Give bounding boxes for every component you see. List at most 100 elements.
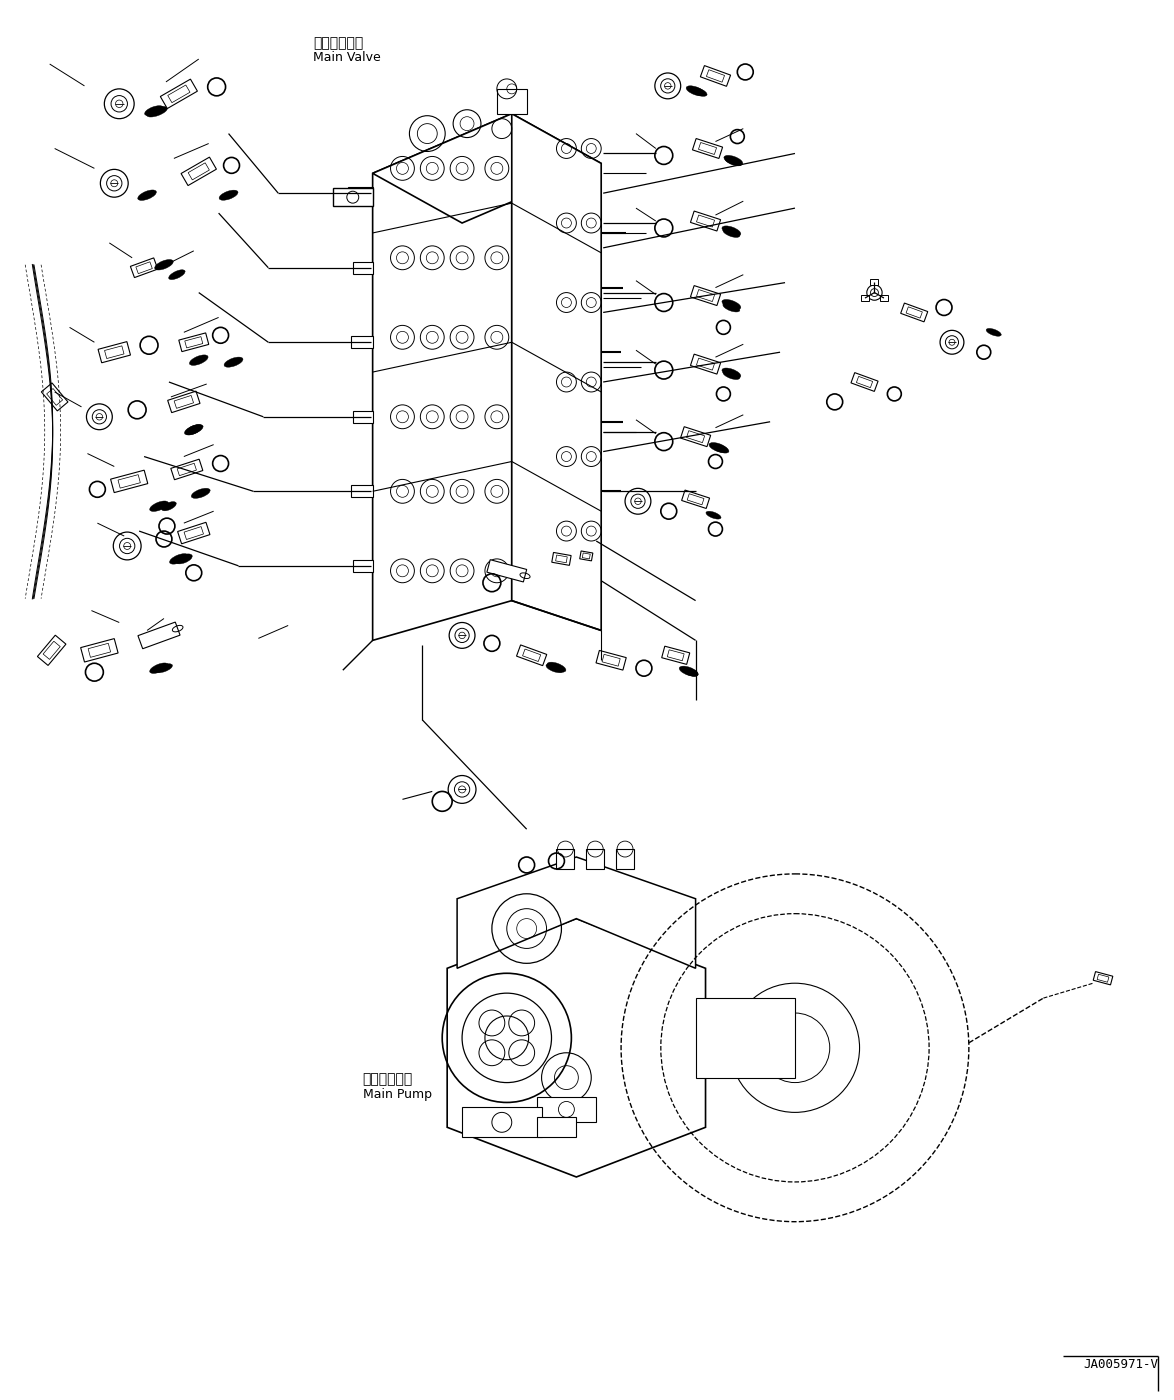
Ellipse shape	[162, 501, 176, 511]
Ellipse shape	[706, 511, 721, 519]
Polygon shape	[447, 918, 706, 1177]
Polygon shape	[555, 554, 567, 563]
Bar	[861, 295, 869, 301]
Ellipse shape	[711, 444, 729, 454]
Polygon shape	[88, 643, 110, 658]
Ellipse shape	[137, 190, 156, 200]
Ellipse shape	[723, 371, 740, 379]
Polygon shape	[900, 302, 927, 322]
Ellipse shape	[189, 356, 208, 365]
Ellipse shape	[175, 554, 193, 564]
Ellipse shape	[144, 105, 163, 116]
Polygon shape	[681, 427, 710, 447]
Ellipse shape	[169, 553, 188, 564]
Polygon shape	[602, 654, 620, 666]
Polygon shape	[184, 526, 203, 539]
Polygon shape	[168, 391, 200, 413]
Ellipse shape	[546, 664, 564, 672]
Polygon shape	[512, 113, 601, 630]
Bar	[586, 848, 605, 869]
Polygon shape	[43, 641, 60, 659]
Polygon shape	[181, 157, 216, 186]
Ellipse shape	[147, 106, 168, 118]
Polygon shape	[707, 70, 724, 83]
Ellipse shape	[149, 501, 168, 511]
Text: Main Pump: Main Pump	[363, 1088, 432, 1100]
Polygon shape	[137, 622, 180, 648]
Polygon shape	[372, 113, 601, 223]
Polygon shape	[690, 211, 721, 231]
Ellipse shape	[191, 489, 210, 498]
Polygon shape	[104, 346, 124, 358]
Bar	[696, 998, 795, 1078]
Polygon shape	[667, 650, 684, 661]
Ellipse shape	[185, 424, 202, 435]
Ellipse shape	[722, 300, 741, 309]
Polygon shape	[47, 389, 62, 406]
Bar	[352, 262, 372, 273]
Polygon shape	[856, 377, 872, 388]
Polygon shape	[41, 384, 68, 412]
Ellipse shape	[224, 357, 243, 367]
Polygon shape	[99, 342, 130, 363]
Polygon shape	[851, 372, 878, 392]
Text: メインポンプ: メインポンプ	[363, 1072, 413, 1086]
Polygon shape	[906, 307, 923, 318]
Bar	[616, 848, 634, 869]
Polygon shape	[110, 470, 148, 493]
Text: Main Valve: Main Valve	[313, 52, 380, 64]
Bar	[556, 848, 574, 869]
Bar	[351, 486, 372, 497]
Ellipse shape	[986, 329, 1001, 336]
Ellipse shape	[690, 87, 707, 97]
Bar	[333, 188, 372, 206]
Ellipse shape	[547, 662, 566, 672]
Polygon shape	[701, 66, 730, 87]
Ellipse shape	[722, 368, 741, 378]
Polygon shape	[177, 522, 210, 543]
Polygon shape	[81, 638, 119, 662]
Polygon shape	[178, 333, 209, 351]
Bar	[352, 560, 372, 571]
Ellipse shape	[184, 424, 203, 435]
Bar	[352, 410, 372, 423]
Bar	[537, 1117, 576, 1137]
Polygon shape	[184, 336, 203, 347]
Polygon shape	[662, 647, 690, 665]
Polygon shape	[1093, 972, 1113, 984]
Bar	[348, 188, 372, 199]
Ellipse shape	[169, 270, 185, 280]
Polygon shape	[119, 475, 141, 489]
Polygon shape	[687, 431, 704, 442]
Polygon shape	[177, 463, 196, 476]
Polygon shape	[522, 650, 541, 661]
Ellipse shape	[723, 302, 740, 312]
Ellipse shape	[686, 85, 706, 97]
Ellipse shape	[722, 225, 741, 237]
Polygon shape	[487, 560, 527, 582]
Polygon shape	[517, 645, 547, 665]
Ellipse shape	[723, 228, 740, 238]
Polygon shape	[168, 85, 190, 102]
Polygon shape	[580, 552, 593, 561]
Polygon shape	[174, 395, 194, 409]
Polygon shape	[582, 553, 591, 559]
Bar	[463, 1107, 541, 1137]
Ellipse shape	[680, 666, 699, 676]
Polygon shape	[696, 290, 715, 301]
Ellipse shape	[724, 155, 743, 165]
Bar	[870, 279, 878, 284]
Bar	[880, 295, 888, 301]
Polygon shape	[687, 494, 704, 505]
Bar	[497, 88, 527, 113]
Polygon shape	[690, 286, 721, 305]
Bar	[537, 1098, 596, 1123]
Polygon shape	[552, 553, 571, 566]
Polygon shape	[696, 216, 715, 227]
Polygon shape	[457, 857, 696, 969]
Polygon shape	[699, 143, 716, 154]
Polygon shape	[596, 651, 626, 671]
Polygon shape	[372, 113, 512, 640]
Polygon shape	[161, 80, 197, 109]
Ellipse shape	[155, 259, 174, 270]
